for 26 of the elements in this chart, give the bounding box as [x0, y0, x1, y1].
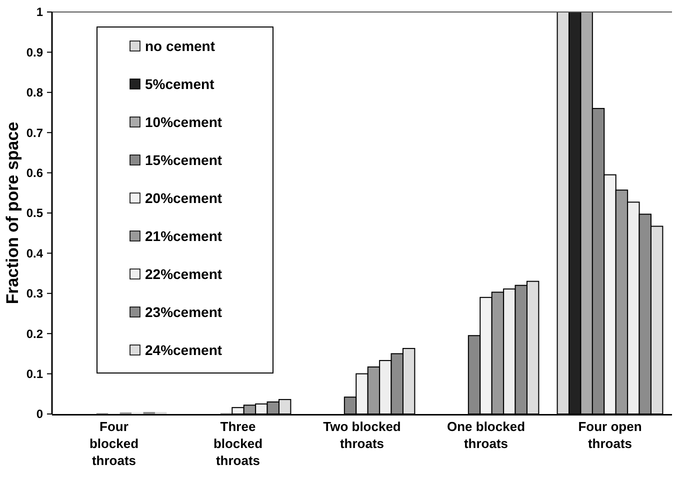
legend-label: 20%cement [145, 190, 222, 206]
legend-label: no cement [145, 38, 216, 54]
y-tick-label: 0.2 [26, 326, 44, 341]
x-tick-label: Four blocked throats [89, 419, 139, 468]
y-tick-label: 0.8 [26, 86, 44, 100]
y-tick-label: 0.3 [26, 286, 44, 301]
legend-label: 24%cement [145, 342, 222, 358]
x-tick-label: Four open throats [578, 419, 642, 451]
x-tick-label: Two blocked throats [323, 419, 401, 451]
legend-label: 21%cement [145, 228, 222, 244]
legend-label: 22%cement [145, 266, 222, 282]
legend-label: 10%cement [145, 114, 222, 130]
y-tick-label: 0.6 [26, 166, 44, 180]
legend-label: 23%cement [145, 304, 222, 320]
y-tick-label: 0 [36, 407, 44, 422]
x-tick-label: One blocked throats [446, 419, 526, 451]
y-axis-title: Fraction of pore space [3, 122, 22, 304]
y-tick-label: 0.4 [26, 246, 44, 260]
legend-label: 15%cement [145, 152, 222, 168]
x-tick-label: Three blocked throats [213, 419, 263, 468]
y-tick-label: 1 [36, 5, 44, 20]
y-tick-label: 0.1 [26, 367, 44, 381]
y-tick-label: 0.5 [26, 206, 44, 220]
y-tick-label: 0.9 [26, 45, 44, 60]
y-tick-label: 0.7 [26, 126, 44, 140]
legend-label: 5%cement [145, 76, 215, 92]
